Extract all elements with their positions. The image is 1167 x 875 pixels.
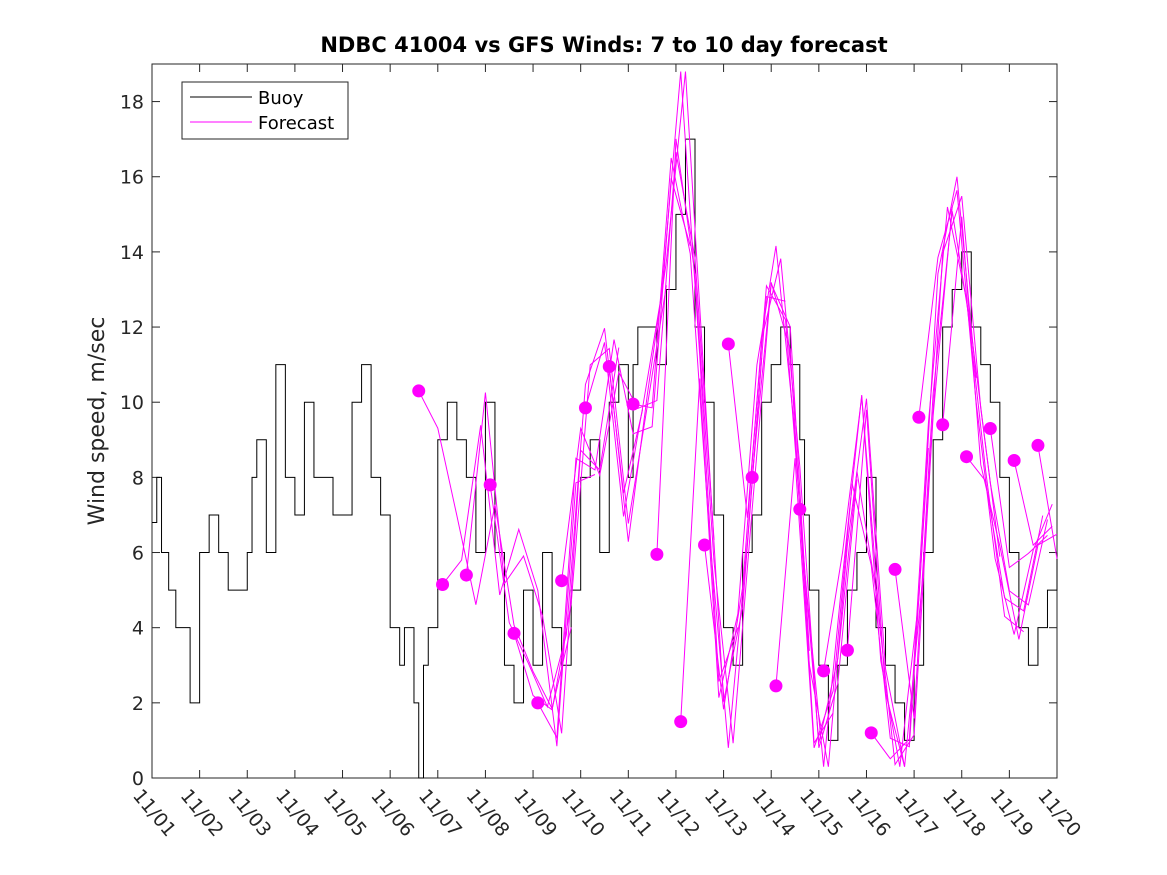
forecast-line	[656, 138, 810, 744]
forecast-line	[870, 206, 1024, 760]
forecast-marker	[769, 679, 783, 693]
forecast-line	[823, 176, 977, 767]
forecast-marker	[555, 574, 569, 588]
forecast-line	[1037, 445, 1058, 559]
y-tick-label: 8	[132, 467, 144, 489]
forecast-line	[1013, 460, 1053, 547]
forecast-marker	[602, 360, 616, 374]
y-tick-label: 2	[132, 693, 144, 715]
y-tick-label: 0	[132, 768, 144, 790]
forecast-marker	[888, 562, 902, 576]
forecast-marker	[1007, 453, 1021, 467]
forecast-marker	[936, 418, 950, 432]
forecast-marker	[960, 450, 973, 464]
forecast-marker	[578, 401, 592, 415]
forecast-line	[942, 216, 1058, 640]
forecast-line	[775, 447, 929, 749]
forecast-line	[465, 347, 620, 734]
forecast-marker	[436, 577, 450, 591]
forecast-marker	[721, 337, 735, 351]
y-tick-label: 10	[120, 392, 144, 414]
y-tick-label: 4	[132, 618, 144, 640]
y-tick-label: 12	[120, 317, 144, 339]
forecast-line	[418, 390, 572, 711]
y-axis-label: Wind speed, m/sec	[85, 317, 110, 526]
chart-title: NDBC 41004 vs GFS Winds: 7 to 10 day for…	[320, 33, 887, 57]
forecast-line	[966, 456, 1044, 612]
forecast-marker	[507, 626, 521, 640]
forecast-marker	[793, 502, 807, 516]
legend-forecast-label: Forecast	[258, 113, 334, 134]
forecast-marker	[698, 538, 712, 552]
y-tick-label: 14	[120, 242, 144, 264]
buoy-line	[152, 138, 1058, 779]
forecast-marker	[626, 397, 640, 411]
legend-box	[181, 81, 349, 140]
y-tick-label: 16	[120, 167, 144, 189]
axes-box	[151, 63, 1058, 779]
forecast-line	[608, 71, 763, 702]
forecast-marker	[745, 470, 759, 484]
forecast-marker	[912, 410, 926, 424]
legend: Buoy Forecast	[181, 81, 349, 140]
forecast-line	[989, 428, 1048, 569]
legend-buoy-label: Buoy	[258, 88, 304, 109]
forecast-marker	[674, 715, 688, 729]
forecast-marker	[1031, 438, 1045, 452]
forecast-line	[442, 425, 596, 747]
forecast-line	[918, 190, 1053, 635]
forecast-marker	[983, 422, 997, 436]
forecast-marker	[650, 547, 664, 561]
forecast-line	[846, 195, 1001, 767]
forecast-marker	[531, 696, 545, 710]
forecast-marker	[459, 568, 473, 582]
forecast-line	[704, 258, 858, 748]
forecast-marker	[840, 643, 854, 657]
forecast-marker	[412, 384, 426, 398]
forecast-marker	[483, 478, 497, 492]
forecast-line	[751, 282, 906, 767]
y-tick-label: 6	[132, 543, 144, 565]
y-tick-label: 18	[120, 92, 144, 114]
forecast-marker	[817, 664, 831, 678]
forecast-marker	[864, 726, 878, 740]
